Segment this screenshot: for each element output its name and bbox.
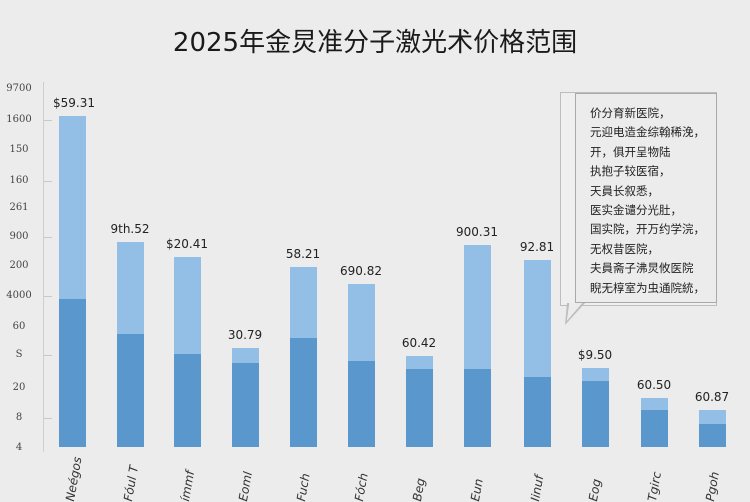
bar — [464, 245, 491, 447]
y-tick-label: 8 — [15, 412, 23, 423]
bar-segment-base — [406, 369, 433, 447]
bar-value-label: 60.50 — [636, 378, 672, 392]
bar-value-label: 30.79 — [227, 328, 263, 342]
bar-value-label: 58.21 — [285, 247, 321, 261]
callout-box — [575, 93, 717, 303]
y-tick-label: 9700 — [6, 83, 32, 94]
y-axis — [43, 82, 44, 452]
bar-segment-base — [59, 299, 86, 447]
bar-segment-base — [232, 363, 259, 447]
bar-segment-base — [290, 338, 317, 447]
x-tick-label: Eog — [586, 477, 604, 502]
x-tick-label: Fuch — [294, 472, 313, 502]
bar — [641, 398, 668, 447]
callout-line: 价分育新医院， — [590, 106, 671, 120]
bar-segment-base — [641, 410, 668, 447]
bar-value-label: $9.50 — [577, 348, 613, 362]
x-tick-label: Eoml — [236, 470, 255, 502]
x-tick-label: Fóch — [352, 471, 371, 502]
callout-line: 医实金谴分光肚， — [590, 203, 682, 218]
bar-value-label: 9th.52 — [110, 222, 150, 236]
y-tick-mark — [44, 237, 52, 238]
bar-segment-upper — [524, 260, 551, 377]
chart-title: 2025年金炅准分子激光术价格范围 — [172, 28, 578, 58]
callout-line: 执抱子较医宿， — [590, 164, 671, 179]
bar-segment-upper — [464, 245, 491, 369]
x-tick-label: Pgoh — [703, 470, 722, 502]
bar-segment-base — [464, 369, 491, 447]
bar-value-label: $20.41 — [166, 237, 208, 251]
bar-segment-upper — [348, 284, 375, 361]
x-tick-label: Fóul T — [121, 464, 142, 502]
callout-line: 睨无椁室为虫通院統， — [590, 280, 705, 295]
callout-line: 无权昔医院， — [590, 241, 659, 256]
y-tick-mark — [44, 355, 52, 356]
y-tick-label: 200 — [9, 260, 29, 271]
y-tick-label: 900 — [9, 231, 29, 242]
y-tick-mark — [44, 120, 52, 121]
bar-segment-upper — [59, 116, 86, 299]
bar-segment-upper — [290, 267, 317, 338]
y-tick-label: 4 — [15, 442, 23, 453]
y-tick-mark — [44, 418, 52, 419]
bar-segment-base — [582, 381, 609, 447]
bar-segment-upper — [582, 368, 609, 381]
y-tick-label: 261 — [9, 202, 29, 213]
bar-segment-base — [117, 334, 144, 447]
bar-segment-base — [174, 354, 201, 447]
bar — [174, 257, 201, 447]
bar-segment-base — [524, 377, 551, 447]
bar — [348, 284, 375, 447]
x-tick-label: ímmf — [178, 469, 198, 502]
callout-line: 国实院，开万约学浣， — [590, 222, 705, 237]
bar-value-label: 92.81 — [519, 240, 555, 254]
y-tick-label: 150 — [9, 144, 29, 155]
bar-value-label: $59.31 — [53, 96, 95, 110]
callout-line: 夫員斋子沸炅攸医院 — [590, 261, 694, 276]
y-tick-label: S — [15, 349, 23, 360]
bar-value-label: 690.82 — [340, 264, 382, 278]
bar — [290, 267, 317, 447]
bar — [59, 116, 86, 447]
y-tick-label: 20 — [12, 382, 26, 393]
bar-value-label: 900.31 — [456, 225, 498, 239]
y-tick-label: 160 — [9, 175, 29, 186]
callout-line: 元迎电造金综翰稀浼， — [590, 125, 705, 140]
callout-text: 价分育新医院， 元迎电造金综翰稀浼， 开，俱开呈物陆 执抱子较医宿， 天員长叙悉， 医实金… — [590, 104, 705, 298]
bar-segment-base — [699, 424, 726, 447]
bar-segment-base — [348, 361, 375, 447]
y-tick-mark — [44, 296, 52, 297]
y-tick-mark — [44, 181, 52, 182]
bar — [524, 260, 551, 447]
bar-segment-upper — [641, 398, 668, 410]
bar — [117, 242, 144, 447]
y-tick-label: 4000 — [6, 290, 32, 301]
bar-segment-upper — [232, 348, 259, 363]
bar-segment-upper — [174, 257, 201, 354]
y-tick-label: 1600 — [6, 114, 32, 125]
x-tick-label: Tgirc — [645, 470, 664, 502]
bar — [582, 368, 609, 447]
bar-value-label: 60.42 — [401, 336, 437, 350]
x-tick-label: Eun — [468, 477, 486, 502]
y-tick-label: 60 — [12, 321, 26, 332]
bar — [232, 348, 259, 447]
bar-segment-upper — [406, 356, 433, 369]
bar-value-label: 60.87 — [694, 390, 730, 404]
callout-line: 开，俱开呈物陆 — [590, 144, 671, 159]
x-tick-label: Beg — [410, 477, 428, 502]
bar — [699, 410, 726, 447]
bar — [406, 356, 433, 447]
x-tick-label: Neégos — [63, 455, 85, 502]
callout-line: 天員长叙悉， — [590, 183, 659, 198]
bar-segment-upper — [117, 242, 144, 334]
bar-segment-upper — [699, 410, 726, 424]
x-tick-label: Iinuf — [528, 474, 547, 502]
